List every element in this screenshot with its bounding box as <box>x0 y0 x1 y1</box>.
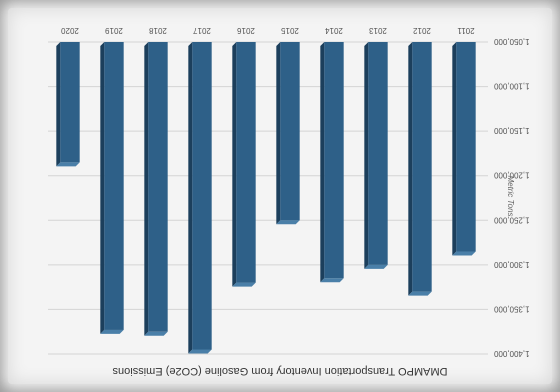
bar-top <box>276 220 300 225</box>
bar-top <box>100 329 124 334</box>
x-tick-label: 2014 <box>325 26 343 35</box>
bar-top <box>188 349 212 354</box>
bar-top <box>232 282 256 287</box>
bar-side <box>408 42 413 296</box>
bar-face <box>60 42 80 163</box>
bar-side <box>144 42 149 336</box>
y-tick-label: 1,200,000 <box>493 171 529 180</box>
bar-side <box>452 42 457 256</box>
bar-2015 <box>276 42 300 225</box>
x-tick-label: 2012 <box>413 26 431 35</box>
y-axis-title: Metric Tons <box>506 175 515 216</box>
y-tick-label: 1,250,000 <box>493 215 529 224</box>
x-tick-label: 2017 <box>193 26 211 35</box>
bar-side <box>276 42 281 225</box>
bar-face <box>236 42 256 283</box>
bar-2012 <box>408 42 432 296</box>
bar-2020 <box>56 42 80 167</box>
bar-top <box>144 331 168 336</box>
bar-2018 <box>144 42 168 336</box>
x-tick-label: 2013 <box>369 26 387 35</box>
y-tick-label: 1,050,000 <box>493 37 529 46</box>
x-tick-label: 2015 <box>281 26 299 35</box>
bar-face <box>192 42 212 350</box>
bar-side <box>320 42 325 283</box>
bar-side <box>100 42 105 334</box>
bar-side <box>232 42 237 287</box>
x-tick-label: 2016 <box>237 26 255 35</box>
x-tick-label: 2018 <box>149 26 167 35</box>
y-tick-label: 1,400,000 <box>493 349 529 358</box>
bar-2013 <box>364 42 388 269</box>
bar-face <box>456 42 476 252</box>
bar-face <box>280 42 300 221</box>
bar-side <box>56 42 61 167</box>
x-tick-label: 2019 <box>105 26 123 35</box>
bar-top <box>364 264 388 269</box>
bar-2017 <box>188 42 212 354</box>
bar-face <box>324 42 344 279</box>
bar-2019 <box>100 42 124 334</box>
x-tick-label: 2020 <box>61 26 79 35</box>
bar-top <box>452 251 476 256</box>
bar-side <box>188 42 193 354</box>
bar-2011 <box>452 42 476 256</box>
y-tick-label: 1,300,000 <box>493 260 529 269</box>
y-tick-label: 1,350,000 <box>493 304 529 313</box>
bar-top <box>320 278 344 283</box>
x-tick-label: 2011 <box>457 26 475 35</box>
bar-face <box>148 42 168 332</box>
y-tick-label: 1,100,000 <box>493 82 529 91</box>
bar-top <box>408 291 432 296</box>
bar-face <box>412 42 432 292</box>
chart-title: DMAMPO Transportation Inventory from Gas… <box>112 365 448 377</box>
bar-2016 <box>232 42 256 287</box>
bar-face <box>368 42 388 265</box>
y-tick-label: 1,150,000 <box>493 126 529 135</box>
label-layer: 1,050,000 1,100,000 1,150,000 1,200,000 1,25… <box>61 26 530 358</box>
bar-side <box>364 42 369 269</box>
bar-2014 <box>320 42 344 283</box>
bar-top <box>56 162 80 167</box>
bar-face <box>104 42 124 330</box>
bar-layer <box>56 42 476 354</box>
